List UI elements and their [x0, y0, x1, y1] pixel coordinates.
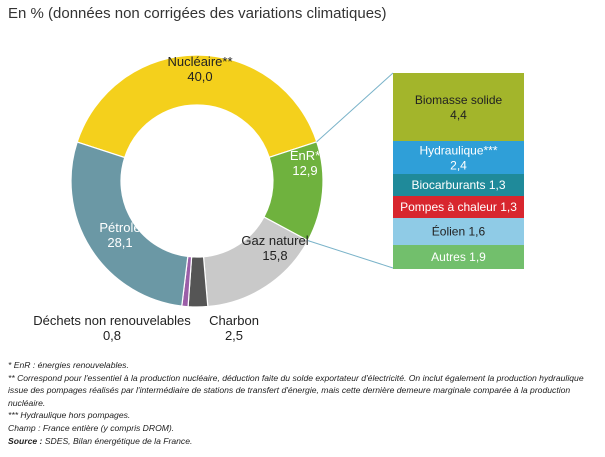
breakdown-biomasse-solide-name: Biomasse solide	[415, 93, 503, 107]
label-enr-name: EnR*	[290, 148, 320, 163]
source-label: Source :	[8, 435, 43, 446]
slice-petrole	[70, 141, 189, 307]
label-gaz-naturel-name: Gaz naturel	[241, 233, 308, 248]
breakdown-hydraulique-bar	[393, 141, 524, 174]
breakdown-biocarburants-label: Biocarburants 1,3	[411, 178, 505, 192]
source-text: SDES, Bilan énergétique de la France.	[42, 435, 193, 446]
note-enr: * EnR : énergies renouvelables.	[8, 360, 129, 370]
breakdown-biocarburants-name: Biocarburants	[411, 178, 488, 192]
breakdown-autres-bar	[393, 245, 524, 269]
breakdown-pompes-a-chaleur-name: Pompes à chaleur	[400, 200, 500, 214]
label-petrole-name: Pétrole	[99, 220, 140, 235]
label-dechets-non-renouvelables-value: 0,8	[103, 328, 121, 343]
note-source: Source : SDES, Bilan énergétique de la F…	[8, 435, 598, 448]
breakdown-eolien-bar	[393, 218, 524, 245]
breakdown-biocarburants-value: 1,3	[489, 178, 506, 192]
label-nucleaire-name: Nucléaire**	[167, 54, 232, 69]
note-hydro: *** Hydraulique hors pompages.	[8, 410, 131, 421]
label-dechets-non-renouvelables-name: Déchets non renouvelables	[33, 313, 191, 328]
label-petrole-value: 28,1	[107, 235, 132, 250]
label-nucleaire-value: 40,0	[187, 69, 212, 84]
breakdown-biocarburants-bar	[393, 174, 524, 196]
breakdown-eolien-label: Éolien 1,6	[432, 224, 486, 239]
breakdown-hydraulique-value: 2,4	[450, 159, 467, 173]
breakdown-eolien-name: Éolien	[432, 224, 469, 239]
breakdown-biomasse-solide-bar	[393, 73, 524, 141]
breakdown-eolien-value: 1,6	[469, 225, 486, 239]
slice-nucleaire	[76, 54, 318, 159]
breakdown-pompes-a-chaleur-label: Pompes à chaleur 1,3	[400, 200, 517, 214]
note-scope: Champ : France entière (y compris DROM).	[8, 422, 175, 433]
breakdown-hydraulique-name: Hydraulique***	[419, 144, 497, 158]
note-nuclear: ** Correspond pour l'essentiel à la prod…	[8, 372, 584, 408]
breakdown-autres-value: 1,9	[469, 250, 486, 264]
breakdown-autres-name: Autres	[431, 250, 469, 264]
breakdown-autres-label: Autres 1,9	[431, 250, 486, 264]
breakdown-biomasse-solide-value: 4,4	[450, 108, 467, 122]
footnotes: * EnR : énergies renouvelables. ** Corre…	[8, 359, 598, 447]
breakdown-pompes-a-chaleur-bar	[393, 196, 524, 218]
breakdown-pompes-a-chaleur-value: 1,3	[500, 200, 517, 214]
leader-line-top	[316, 72, 394, 143]
chart-title: En % (données non corrigées des variatio…	[8, 5, 387, 22]
label-enr-value: 12,9	[292, 163, 317, 178]
leader-line-bottom	[307, 240, 394, 269]
label-gaz-naturel-value: 15,8	[262, 248, 287, 263]
label-charbon-name: Charbon	[209, 313, 259, 328]
label-charbon-value: 2,5	[225, 328, 243, 343]
